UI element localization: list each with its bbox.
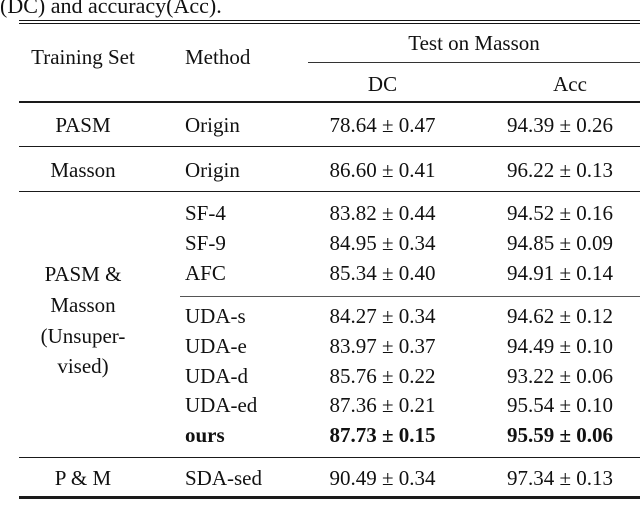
cell-acc: 94.52 ± 0.16 <box>506 201 614 225</box>
cell-acc: 95.54 ± 0.10 <box>506 393 614 417</box>
table-row: Masson Origin 86.60 ± 0.41 96.22 ± 0.13 <box>0 155 640 185</box>
table-top-rule <box>19 19 640 25</box>
table-row: AFC 85.34 ± 0.40 94.91 ± 0.14 <box>0 258 640 288</box>
col-header-test-on-masson: Test on Masson <box>408 31 540 55</box>
cell-dc: 84.95 ± 0.34 <box>329 231 436 255</box>
cell-method: UDA-ed <box>185 393 258 417</box>
cell-dc: 85.76 ± 0.22 <box>329 364 436 388</box>
table-row: SF-4 83.82 ± 0.44 94.52 ± 0.16 <box>0 198 640 228</box>
training-set-label: PASM <box>55 113 111 137</box>
cell-acc: 95.59 ± 0.06 <box>506 423 614 447</box>
cell-method: Origin <box>185 158 240 182</box>
table-bottom-rule <box>19 496 640 499</box>
table-caption-fragment: (DC) and accuracy(Acc). <box>0 0 222 18</box>
table-row: UDA-e 83.97 ± 0.37 94.49 ± 0.10 <box>0 331 640 361</box>
header-bottom-rule <box>19 101 640 103</box>
cell-method: UDA-e <box>185 334 247 358</box>
col-header-dc: DC <box>367 72 398 96</box>
table-row: SF-9 84.95 ± 0.34 94.85 ± 0.09 <box>0 228 640 258</box>
cell-method: ours <box>185 423 225 447</box>
cell-acc: 94.49 ± 0.10 <box>506 334 614 358</box>
cell-dc: 87.73 ± 0.15 <box>329 423 436 447</box>
cell-dc: 84.27 ± 0.34 <box>329 304 436 328</box>
cell-method: UDA-d <box>185 364 248 388</box>
table-row: UDA-d 85.76 ± 0.22 93.22 ± 0.06 <box>0 361 640 391</box>
cell-dc: 86.60 ± 0.41 <box>329 158 436 182</box>
training-set-label-line: Masson <box>50 293 116 317</box>
cell-acc: 93.22 ± 0.06 <box>506 364 614 388</box>
training-set-label: P & M <box>54 466 112 490</box>
cell-acc: 94.62 ± 0.12 <box>506 304 614 328</box>
cell-dc: 78.64 ± 0.47 <box>329 113 436 137</box>
cell-acc: 94.91 ± 0.14 <box>506 261 614 285</box>
training-set-label-line: PASM & <box>44 262 122 286</box>
table-row: PASM Origin 78.64 ± 0.47 94.39 ± 0.26 <box>0 110 640 140</box>
cmidrule-test-on-masson <box>308 62 640 64</box>
cmidrule-before-uda-rows <box>180 296 640 298</box>
col-header-method: Method <box>185 45 251 69</box>
header-main-row: Training Set Method <box>0 42 640 72</box>
cell-dc: 85.34 ± 0.40 <box>329 261 436 285</box>
training-set-label-line: (Unsuper- <box>40 324 126 348</box>
table-row: UDA-s 84.27 ± 0.34 94.62 ± 0.12 <box>0 301 640 331</box>
cell-acc: 97.34 ± 0.13 <box>506 466 614 490</box>
table-row: P & M SDA-sed 90.49 ± 0.34 97.34 ± 0.13 <box>0 463 640 493</box>
cell-dc: 87.36 ± 0.21 <box>329 393 436 417</box>
col-header-training-set: Training Set <box>31 45 135 69</box>
cell-dc: 90.49 ± 0.34 <box>329 466 436 490</box>
rule-after-pasm-row <box>19 146 640 148</box>
training-set-label-line: vised) <box>57 354 109 378</box>
cell-dc: 83.82 ± 0.44 <box>329 201 436 225</box>
cell-method: UDA-s <box>185 304 246 328</box>
cell-method: Origin <box>185 113 240 137</box>
header-sub-row: DC Acc <box>0 69 640 99</box>
training-set-label: Masson <box>50 158 116 182</box>
cell-dc: 83.97 ± 0.37 <box>329 334 436 358</box>
cell-method: AFC <box>185 261 226 285</box>
cell-acc: 94.85 ± 0.09 <box>506 231 614 255</box>
cell-method: SDA-sed <box>185 466 262 490</box>
cell-method: SF-4 <box>185 201 226 225</box>
header-span-row: Test on Masson <box>0 28 640 58</box>
cell-acc: 96.22 ± 0.13 <box>506 158 614 182</box>
rule-after-masson-row <box>19 191 640 193</box>
col-header-acc: Acc <box>553 72 587 96</box>
cell-method: SF-9 <box>185 231 226 255</box>
table-row: UDA-ed 87.36 ± 0.21 95.54 ± 0.10 <box>0 390 640 420</box>
table-row-ours: ours 87.73 ± 0.15 95.59 ± 0.06 <box>0 420 640 450</box>
rule-before-pm-row <box>19 457 640 459</box>
cell-acc: 94.39 ± 0.26 <box>506 113 614 137</box>
